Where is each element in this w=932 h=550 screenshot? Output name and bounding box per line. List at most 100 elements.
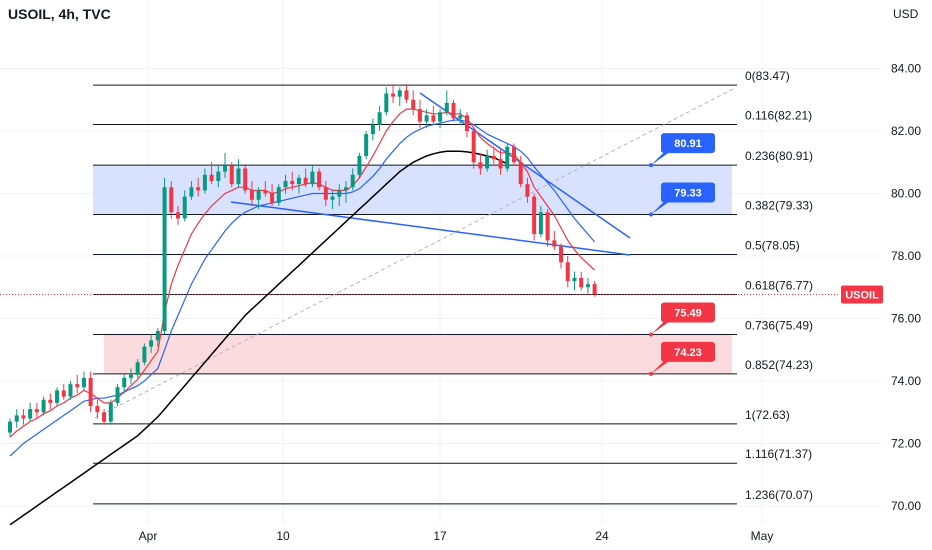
y-tick-label: 76.00 xyxy=(891,312,921,326)
candle-body xyxy=(485,156,490,169)
resistance-zone xyxy=(93,165,732,215)
candle-body xyxy=(202,174,207,191)
callout-pointer xyxy=(651,320,671,335)
candle-body xyxy=(149,340,154,347)
callout-anchor xyxy=(649,332,653,337)
chart-title: USOIL, 4h, TVC xyxy=(8,6,111,22)
callout-pointer xyxy=(651,200,671,215)
candle-body xyxy=(229,165,234,185)
candle-body xyxy=(270,193,275,203)
candle-body xyxy=(48,399,53,403)
candle-body xyxy=(128,374,133,378)
candle-body xyxy=(68,384,73,397)
candle-body xyxy=(579,277,584,288)
candle-body xyxy=(384,93,389,113)
candle-body xyxy=(397,90,402,97)
callout-pointer xyxy=(651,151,671,166)
candle-body xyxy=(61,390,66,397)
callout-box xyxy=(661,133,715,154)
grid xyxy=(0,0,882,525)
zones xyxy=(93,165,732,374)
candle-body xyxy=(438,112,443,122)
candle-body xyxy=(444,102,449,113)
candle-body xyxy=(411,99,416,110)
candle-body xyxy=(404,90,409,100)
candle-body xyxy=(8,421,12,433)
fib-label: 0.5(78.05) xyxy=(745,238,800,252)
candle-body xyxy=(135,362,140,375)
y-tick-label: 78.00 xyxy=(891,249,921,263)
candle-body xyxy=(364,134,369,156)
callout-anchor xyxy=(649,371,653,376)
symbol-tag xyxy=(841,285,883,304)
candle-body xyxy=(41,399,46,413)
candle-body xyxy=(296,177,301,185)
callout-pointer xyxy=(651,359,671,374)
candle-body xyxy=(552,240,557,247)
y-tick-label: 74.00 xyxy=(891,374,921,388)
callout-anchor xyxy=(649,163,653,168)
candle-body xyxy=(102,412,107,422)
candle-body xyxy=(263,190,268,194)
callout-label: 75.49 xyxy=(674,307,702,319)
candle-body xyxy=(182,196,187,219)
candle-body xyxy=(478,162,483,169)
candle-body xyxy=(532,196,537,235)
candle-body xyxy=(344,187,348,191)
candle-body xyxy=(323,187,328,200)
callout-box xyxy=(661,302,715,323)
candle-body xyxy=(162,187,167,331)
support-zone xyxy=(104,334,732,374)
candle-body xyxy=(330,196,335,200)
ema-mid-line xyxy=(9,119,596,457)
candle-body xyxy=(491,156,496,160)
candle-body xyxy=(81,377,86,388)
fib-label: 1.236(70.07) xyxy=(745,488,813,502)
fib-label: 1(72.63) xyxy=(745,408,790,422)
candle-body xyxy=(223,165,228,172)
candle-body xyxy=(196,187,201,191)
candle-body xyxy=(155,331,160,341)
candle-body xyxy=(538,212,543,235)
candle-body xyxy=(357,156,362,175)
callout-label: 80.91 xyxy=(674,138,702,150)
candle-body xyxy=(310,171,315,185)
y-tick-label: 84.00 xyxy=(891,62,921,76)
candle-body xyxy=(169,187,174,213)
candle-body xyxy=(236,168,241,185)
dashed-projection-line xyxy=(94,87,736,419)
ema-slow-line xyxy=(9,150,508,526)
x-tick-label: Apr xyxy=(139,529,158,543)
candle-body xyxy=(115,387,120,403)
callout-label: 74.23 xyxy=(674,347,702,359)
x-tick-label: 17 xyxy=(433,529,447,543)
fib-label: 0.382(79.33) xyxy=(745,198,813,212)
fib-label: 0.116(82.21) xyxy=(745,108,812,122)
time-axis: Apr 10 17 24 May xyxy=(139,529,774,543)
candle-body xyxy=(572,277,577,281)
price-axis: USD 84.00 82.00 80.00 78.00 76.00 74.00 72.00 70… xyxy=(841,7,921,513)
candle-body xyxy=(28,409,33,419)
candle-body xyxy=(464,115,469,131)
candle-body xyxy=(283,181,288,188)
candle-body xyxy=(458,115,463,119)
candle-body xyxy=(189,187,194,197)
callout-box xyxy=(661,341,715,362)
candle-body xyxy=(276,187,281,203)
candle-body xyxy=(377,112,382,125)
x-tick-label: 24 xyxy=(595,529,609,543)
y-tick-label: 72.00 xyxy=(891,437,921,451)
candle-body xyxy=(565,262,570,281)
y-tick-label: 82.00 xyxy=(891,124,921,138)
candle-body xyxy=(370,124,375,135)
candle-body xyxy=(391,93,396,97)
callouts: 80.91 79.33 75.49 74.23 xyxy=(649,133,715,376)
candle-body xyxy=(337,190,342,197)
candle-body xyxy=(471,131,476,163)
fib-label: 0.618(76.77) xyxy=(745,278,813,292)
candle-body xyxy=(249,190,254,200)
candle-body xyxy=(512,146,516,163)
candle-body xyxy=(256,190,261,200)
